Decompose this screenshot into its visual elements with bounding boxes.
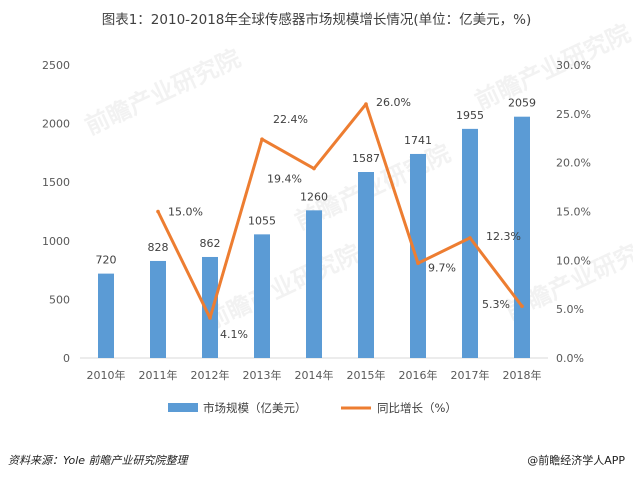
line-data-label: 5.3% [482, 298, 510, 311]
line-point [364, 102, 368, 106]
bar [462, 128, 478, 358]
x-tick-label: 2015年 [347, 368, 386, 382]
bar [254, 234, 270, 358]
bar [306, 210, 322, 358]
x-tick-label: 2011年 [139, 368, 178, 382]
line-data-label: 26.0% [376, 96, 411, 109]
y-right-tick-label: 10.0% [556, 254, 591, 267]
line-point [208, 316, 212, 320]
bar-data-label: 862 [200, 237, 221, 250]
x-tick-label: 2013年 [243, 368, 282, 382]
line-point [468, 236, 472, 240]
x-tick-label: 2012年 [191, 368, 230, 382]
bar [358, 172, 374, 358]
legend-label-line: 同比增长（%） [377, 401, 457, 415]
y-left-tick-label: 2500 [42, 59, 70, 72]
y-right-tick-label: 5.0% [556, 303, 584, 316]
chart-title: 图表1：2010-2018年全球传感器市场规模增长情况(单位：亿美元，%) [101, 12, 532, 28]
line-point [156, 209, 160, 214]
bar-data-label: 1587 [352, 152, 380, 165]
y-left-tick-label: 1500 [42, 176, 70, 189]
bar [98, 273, 114, 358]
line-point [312, 166, 316, 171]
bar-data-label: 1955 [456, 109, 484, 122]
line-point [416, 261, 420, 266]
line-series-path [156, 102, 524, 320]
x-tick-label: 2010年 [87, 368, 126, 382]
y-right-tick-label: 25.0% [556, 108, 591, 121]
x-tick-label: 2018年 [503, 368, 542, 382]
line-data-labels: 15.0% 4.1% 22.4% 19.4% 26.0% 9.7% 12.3% 5.3% [168, 96, 521, 341]
bar-data-label: 1260 [300, 190, 328, 203]
line-data-label: 4.1% [220, 328, 248, 341]
y-axis-right: 0.0% 5.0% 10.0% 15.0% 20.0% 25.0% 30.0% [556, 59, 591, 365]
bar-data-label: 720 [96, 254, 117, 267]
y-right-tick-label: 20.0% [556, 157, 591, 170]
bar-data-label: 1055 [248, 214, 276, 227]
bar-data-label: 1741 [404, 134, 432, 147]
watermark-text: 前瞻产业研究院 [201, 239, 365, 335]
line-series [156, 102, 524, 320]
bar-data-label: 2059 [508, 97, 536, 110]
source-note: 资料来源：Yole 前瞻产业研究院整理 [8, 454, 188, 467]
y-left-tick-label: 0 [63, 352, 70, 365]
credit-note: @前瞻经济学人APP [527, 454, 625, 467]
watermark-text: 前瞻产业研究院 [471, 19, 633, 115]
line-data-label: 19.4% [267, 173, 302, 186]
watermark-text: 前瞻产业研究院 [81, 44, 245, 140]
y-left-tick-label: 1000 [42, 235, 70, 248]
bar [410, 153, 426, 358]
legend-swatch-bar [168, 403, 198, 412]
bar-series [98, 116, 530, 358]
legend: 市场规模（亿美元） 同比增长（%） [168, 401, 457, 415]
line-data-label: 12.3% [486, 230, 521, 243]
x-axis-tick-labels: 2010年 2011年 2012年 2013年 2014年 2015年 2016年 2017年… [87, 368, 542, 382]
line-point [260, 137, 264, 142]
bar [150, 260, 166, 358]
y-right-tick-label: 30.0% [556, 59, 591, 72]
line-data-label: 9.7% [428, 261, 456, 274]
y-left-tick-label: 2000 [42, 118, 70, 131]
legend-label-bar: 市场规模（亿美元） [203, 401, 307, 415]
line-data-label: 15.0% [168, 206, 203, 219]
y-right-tick-label: 15.0% [556, 206, 591, 219]
y-right-tick-label: 0.0% [556, 352, 584, 365]
bar-data-labels: 720 828 862 1055 1260 1587 1741 1955 2059 [96, 97, 537, 267]
bar-data-label: 828 [148, 241, 169, 254]
line-data-label: 22.4% [273, 113, 308, 126]
y-axis-left: 0 500 1000 1500 2000 2500 [42, 59, 70, 365]
y-left-tick-label: 500 [49, 293, 70, 306]
bar [514, 116, 530, 358]
x-tick-label: 2016年 [399, 368, 438, 382]
line-point [520, 304, 524, 309]
bar [202, 256, 218, 358]
x-tick-label: 2017年 [451, 368, 490, 382]
x-tick-label: 2014年 [295, 368, 334, 382]
